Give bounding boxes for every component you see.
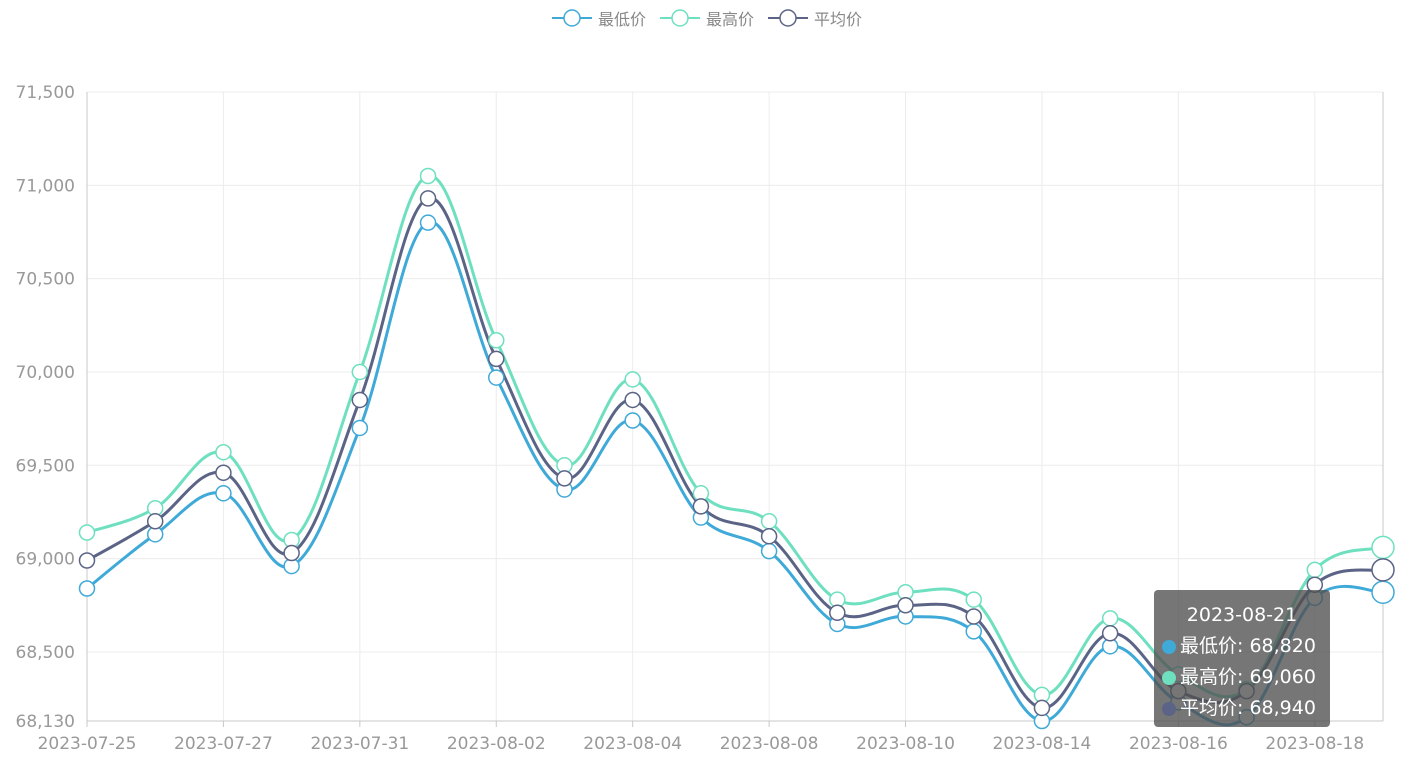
legend-label-avg: 平均价	[814, 10, 863, 29]
legend-label-high: 最高价	[705, 10, 754, 29]
legend-item-high[interactable]: 最高价	[659, 6, 754, 30]
chart-legend: 最低价 最高价 平均价	[0, 4, 1414, 32]
x-tick-label: 2023-08-08	[720, 734, 819, 754]
data-point-avg	[556, 470, 573, 487]
data-point-avg	[351, 391, 369, 409]
data-point-avg	[760, 527, 778, 545]
x-tick-label: 2023-07-27	[174, 734, 273, 754]
x-tick-label: 2023-08-18	[1265, 734, 1364, 754]
y-tick-label: 69,500	[16, 456, 75, 476]
data-point-avg	[78, 552, 96, 569]
x-tick-label: 2023-08-04	[583, 734, 682, 754]
data-point-avg	[215, 464, 232, 482]
tooltip-title: 2023-08-21	[1186, 604, 1298, 626]
data-point-high	[1101, 610, 1119, 627]
data-point-high	[351, 363, 369, 381]
tooltip-value-high: 最高价: 69,060	[1180, 666, 1316, 688]
x-tick-label: 2023-08-16	[1129, 734, 1228, 754]
tooltip-dot-high	[1162, 670, 1176, 685]
y-tick-label: 70,000	[16, 363, 75, 383]
data-point-low	[78, 580, 96, 597]
data-point-avg	[146, 513, 164, 530]
data-point-avg	[965, 608, 982, 625]
y-tick-label: 70,500	[16, 270, 75, 290]
x-tick-label: 2023-07-25	[38, 734, 137, 754]
tooltip-dot-low	[1162, 639, 1176, 654]
tooltip-value-low: 最低价: 68,820	[1180, 635, 1316, 657]
data-point-high	[215, 443, 232, 461]
data-point-avg	[829, 604, 846, 621]
data-point-avg	[1371, 558, 1395, 582]
legend-marker-low	[551, 9, 592, 27]
data-point-avg	[283, 544, 300, 562]
data-point-avg	[1101, 625, 1119, 642]
tooltip-row-avg: 平均价: 68,940	[1162, 693, 1330, 724]
x-tick-label: 2023-08-14	[993, 734, 1092, 754]
x-tick-label: 2023-07-31	[310, 734, 409, 754]
series-line-high	[86, 174, 1384, 699]
data-point-low	[419, 214, 437, 231]
data-point-low	[215, 485, 232, 502]
data-point-low	[351, 419, 369, 437]
y-tick-label: 71,500	[16, 83, 75, 103]
data-point-avg	[624, 391, 641, 409]
x-tick-label: 2023-08-02	[447, 734, 546, 754]
data-point-low	[488, 369, 505, 386]
x-tick-label: 2023-08-10	[856, 734, 955, 754]
data-point-high	[760, 513, 778, 530]
y-tick-label: 68,130	[16, 712, 75, 732]
y-tick-label: 69,000	[16, 550, 75, 570]
data-point-high	[965, 591, 982, 608]
data-point-avg	[692, 498, 710, 515]
data-point-high	[624, 371, 641, 388]
legend-label-low: 最低价	[597, 10, 646, 29]
data-point-low	[760, 542, 778, 560]
data-point-high	[1371, 535, 1395, 560]
data-point-avg	[488, 350, 505, 368]
tooltip-row-high: 最高价: 69,060	[1162, 662, 1330, 693]
data-point-high	[488, 331, 505, 349]
legend-item-low[interactable]: 最低价	[551, 6, 646, 30]
data-point-low	[624, 412, 641, 429]
tooltip-value-avg: 平均价: 68,940	[1180, 697, 1316, 719]
tooltip-row-low: 最低价: 68,820	[1162, 631, 1330, 662]
legend-item-avg[interactable]: 平均价	[768, 6, 862, 30]
legend-marker-high	[659, 9, 700, 27]
tooltip-dot-avg	[1162, 701, 1176, 716]
data-point-avg	[1033, 699, 1051, 717]
y-tick-label: 68,500	[16, 643, 75, 663]
data-point-low	[965, 623, 982, 640]
data-point-high	[1306, 561, 1324, 579]
chart-tooltip: 2023-08-21 最低价: 68,820 最高价: 69,060 平均价: …	[1154, 590, 1330, 727]
data-point-high	[78, 524, 96, 541]
legend-marker-avg	[768, 9, 808, 27]
data-point-avg	[419, 190, 437, 207]
data-point-high	[419, 167, 437, 185]
data-point-avg	[897, 597, 914, 614]
data-point-low	[1371, 580, 1395, 604]
y-tick-label: 71,000	[16, 176, 75, 196]
series-line-avg	[86, 196, 1384, 710]
